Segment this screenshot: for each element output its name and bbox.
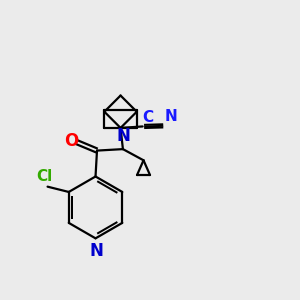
- Text: N: N: [89, 242, 103, 260]
- Text: N: N: [165, 109, 178, 124]
- Text: O: O: [64, 132, 79, 150]
- Text: Cl: Cl: [36, 169, 52, 184]
- Text: N: N: [116, 127, 130, 145]
- Text: C: C: [142, 110, 153, 125]
